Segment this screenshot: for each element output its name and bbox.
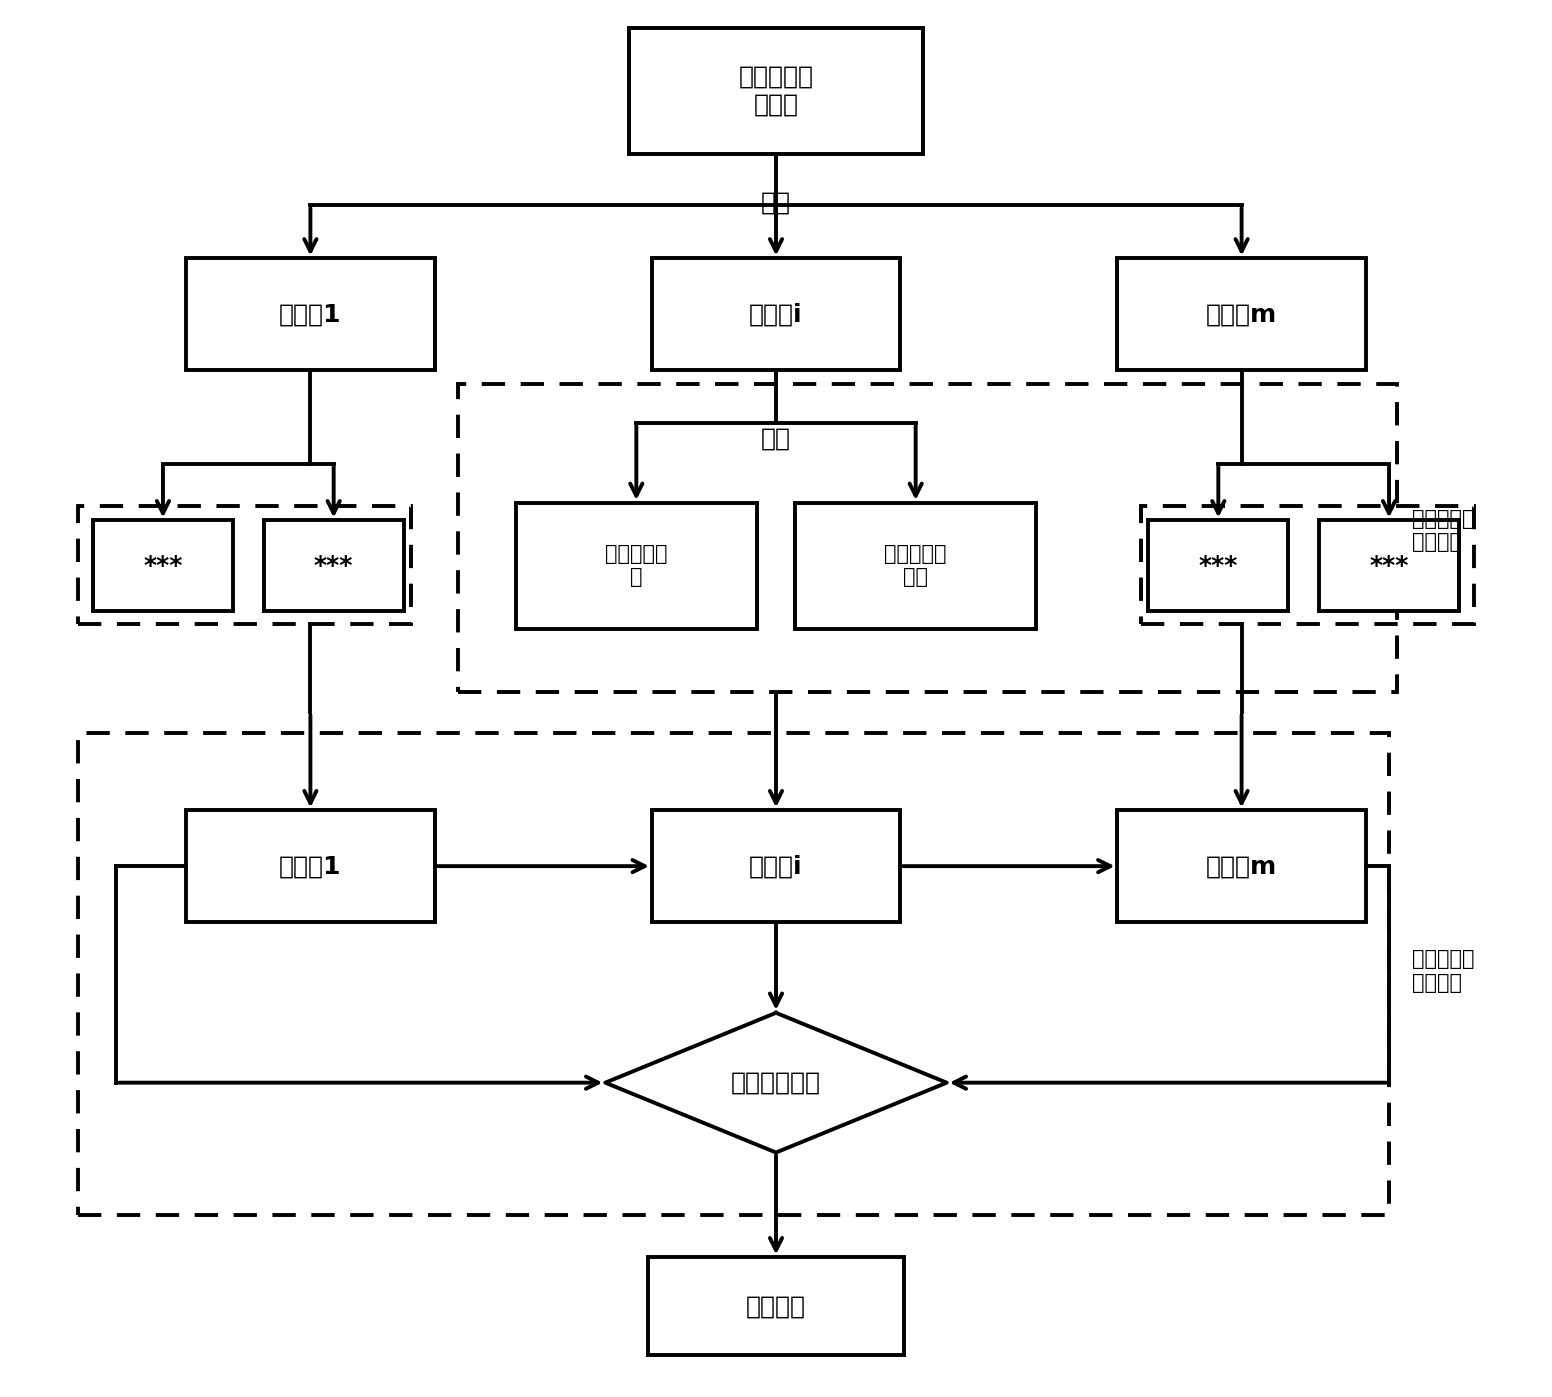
FancyBboxPatch shape: [652, 810, 900, 922]
Text: ***: ***: [143, 553, 183, 578]
Text: ***: ***: [1369, 553, 1409, 578]
FancyBboxPatch shape: [795, 503, 1037, 629]
FancyBboxPatch shape: [186, 810, 435, 922]
Text: 子系统m: 子系统m: [1206, 854, 1277, 879]
FancyBboxPatch shape: [515, 503, 756, 629]
Text: 满足终止条件: 满足终止条件: [731, 1070, 821, 1095]
FancyBboxPatch shape: [93, 521, 233, 612]
FancyBboxPatch shape: [264, 521, 404, 612]
Text: ***: ***: [1198, 553, 1238, 578]
Text: 空间耦合参
数系统: 空间耦合参 数系统: [739, 64, 813, 117]
Text: 输出结果: 输出结果: [747, 1294, 805, 1319]
Text: 分解: 分解: [760, 426, 792, 451]
Text: 非线性子子
系统: 非线性子子 系统: [885, 545, 947, 587]
FancyBboxPatch shape: [1319, 521, 1459, 612]
Text: 子系统1: 子系统1: [279, 302, 341, 327]
FancyBboxPatch shape: [1117, 810, 1366, 922]
Text: 子系统i: 子系统i: [750, 854, 802, 879]
FancyBboxPatch shape: [647, 1257, 903, 1355]
Text: 子系统m: 子系统m: [1206, 302, 1277, 327]
Text: 子系统耦合
辨识模块: 子系统耦合 辨识模块: [1412, 950, 1474, 992]
Text: 分解: 分解: [760, 190, 792, 215]
Text: 子系统分解
辨识模块: 子系统分解 辨识模块: [1412, 510, 1474, 552]
FancyBboxPatch shape: [629, 28, 923, 154]
FancyBboxPatch shape: [1148, 521, 1288, 612]
Text: 子系统1: 子系统1: [279, 854, 341, 879]
FancyBboxPatch shape: [1117, 258, 1366, 370]
Text: 线性子子系
统: 线性子子系 统: [605, 545, 667, 587]
Text: 子系统i: 子系统i: [750, 302, 802, 327]
FancyBboxPatch shape: [652, 258, 900, 370]
FancyBboxPatch shape: [186, 258, 435, 370]
Text: ***: ***: [314, 553, 354, 578]
